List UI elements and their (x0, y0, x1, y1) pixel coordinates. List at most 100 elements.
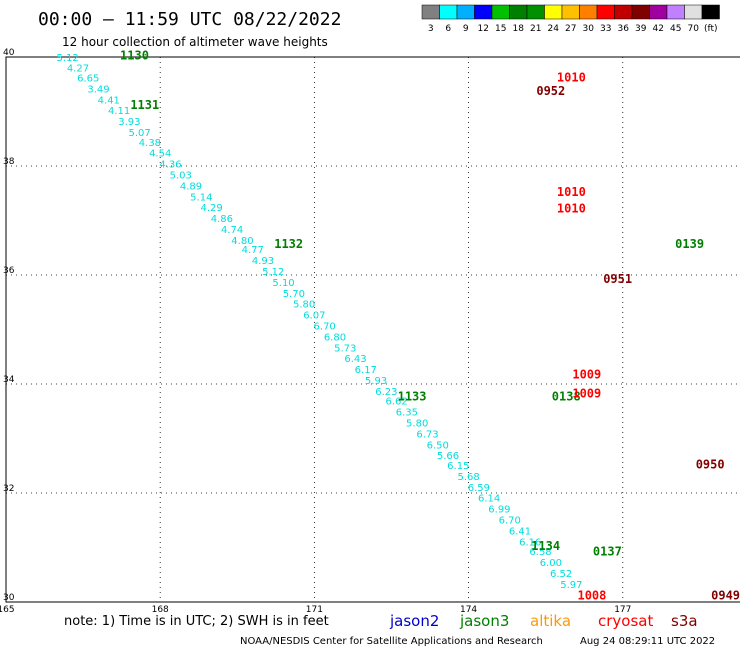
wave-height-value: 5.14 (190, 192, 212, 203)
y-tick-labels: 40 38 36 34 32 30 (3, 48, 15, 603)
track-time-label: 0951 (603, 272, 632, 286)
wave-height-value: 4.41 (98, 95, 120, 106)
wave-height-value: 4.93 (252, 256, 274, 267)
wave-height-value: 6.70 (314, 322, 336, 333)
track-time-label: 1130 (120, 49, 149, 63)
satellite-legend-jason2: jason2 (389, 612, 439, 630)
wave-height-value: 3.49 (87, 84, 109, 95)
wave-height-value: 6.17 (355, 365, 377, 376)
wave-height-value: 6.23 (375, 387, 397, 398)
y-tick-label: 34 (3, 375, 15, 385)
satellite-legend-cryosat: cryosat (598, 612, 653, 630)
scale-swatch (631, 4, 650, 20)
wave-height-value: 6.15 (447, 461, 469, 472)
wave-height-value: 6.58 (529, 547, 551, 558)
scale-label: 21 (530, 24, 541, 34)
x-tick-label: 165 (0, 605, 15, 615)
track-time-label: 0952 (536, 84, 565, 98)
map-title: 00:00 – 11:59 UTC 08/22/2022 (38, 9, 341, 30)
track-time-label: 0949 (711, 588, 740, 602)
track-time-label: 1010 (557, 185, 586, 199)
wave-height-value: 5.12 (262, 267, 284, 278)
scale-label: 42 (653, 24, 664, 34)
scale-swatch (596, 4, 615, 20)
wave-height-value: 5.93 (365, 376, 387, 387)
wave-height-value: 6.14 (478, 494, 500, 505)
wave-height-value: 6.59 (468, 483, 490, 494)
scale-label: 18 (513, 24, 525, 34)
wave-height-value: 4.38 (139, 138, 161, 149)
wave-height-value: 4.29 (200, 203, 222, 214)
plot-frame (5, 56, 740, 603)
wave-height-value: 6.00 (540, 558, 562, 569)
scale-swatch (509, 4, 528, 20)
wave-height-value: 4.89 (180, 181, 202, 192)
wave-height-value: 6.07 (303, 311, 325, 322)
track-time-label: 1009 (572, 368, 601, 382)
x-tick-labels: 165 168 171 174 177 (0, 605, 631, 615)
wave-height-value: 5.68 (457, 472, 479, 483)
wave-height-value: 5.07 (129, 128, 151, 139)
scale-label: 9 (463, 24, 469, 34)
wave-height-value: 4.74 (221, 225, 243, 236)
wave-height-value: 6.62 (385, 397, 407, 408)
wave-height-value: 5.80 (406, 419, 428, 430)
satellite-legend: jason2 jason3 altika cryosat s3a (389, 612, 698, 630)
map-subtitle: 12 hour collection of altimeter wave hei… (62, 35, 328, 49)
y-tick-label: 40 (3, 48, 15, 58)
wave-height-value: 5.10 (272, 278, 294, 289)
color-scale: 3 6 9 12 15 18 21 24 27 30 33 36 39 42 45 70 (ft) (421, 4, 720, 34)
scale-label: 70 (688, 24, 700, 34)
track-time-label: 0139 (675, 237, 704, 251)
scale-label: 36 (618, 24, 630, 34)
scale-swatch (666, 4, 685, 20)
wave-height-value: 6.41 (509, 526, 531, 537)
y-tick-label: 38 (3, 157, 15, 167)
scale-label: 15 (495, 24, 506, 34)
wave-height-value: 6.43 (344, 354, 366, 365)
x-tick-label: 177 (614, 605, 631, 615)
track-time-label: 1132 (274, 237, 303, 251)
scale-label: 27 (565, 24, 576, 34)
wave-height-value: 6.50 (427, 440, 449, 451)
scale-label: 6 (445, 24, 451, 34)
scale-swatch (456, 4, 475, 20)
wave-height-value: 4.86 (211, 214, 233, 225)
gridlines (6, 57, 740, 602)
scale-label: 3 (428, 24, 434, 34)
satellite-legend-s3a: s3a (671, 612, 698, 630)
scale-swatch (561, 4, 580, 20)
scale-swatch (526, 4, 545, 20)
track-time-label: 1131 (130, 98, 159, 112)
wave-height-value: 5.70 (283, 289, 305, 300)
wave-height-value: 6.16 (519, 537, 541, 548)
y-tick-label: 36 (3, 266, 15, 276)
wave-height-value: 5.73 (334, 343, 356, 354)
wave-height-value: 4.11 (108, 106, 130, 117)
wave-height-value: 5.03 (170, 171, 192, 182)
scale-label: 45 (670, 24, 681, 34)
wave-height-value: 6.73 (416, 429, 438, 440)
wave-height-value: 5.80 (293, 300, 315, 311)
track-time-label: 1009 (572, 387, 601, 401)
wave-height-value: 3.93 (118, 117, 140, 128)
legend-note: note: 1) Time is in UTC; 2) SWH is in fe… (64, 614, 329, 629)
scale-swatch (544, 4, 563, 20)
satellite-legend-jason3: jason3 (459, 612, 509, 630)
scale-swatch (579, 4, 598, 20)
track-time-label: 1010 (557, 201, 586, 215)
scale-label: 39 (635, 24, 647, 34)
scale-swatch (701, 4, 720, 20)
x-tick-label: 171 (306, 605, 323, 615)
scale-label: (ft) (704, 24, 718, 34)
wave-height-value: 4.77 (242, 245, 264, 256)
scale-swatch (649, 4, 668, 20)
wave-height-value: 5.12 (57, 53, 79, 64)
wave-height-value: 6.52 (550, 569, 572, 580)
track-time-label: 0138 (552, 389, 581, 403)
track-time-label: 1010 (557, 71, 586, 85)
wave-height-values: 5.124.276.653.494.414.113.935.074.384.54… (57, 53, 583, 591)
track-time-label: 0950 (696, 457, 725, 471)
scale-swatch (439, 4, 458, 20)
